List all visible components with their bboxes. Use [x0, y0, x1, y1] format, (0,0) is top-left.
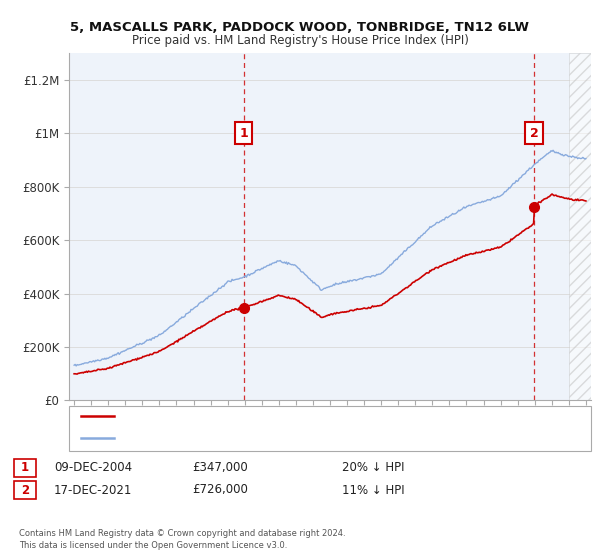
Text: 2: 2	[530, 127, 538, 140]
Text: Price paid vs. HM Land Registry's House Price Index (HPI): Price paid vs. HM Land Registry's House …	[131, 34, 469, 46]
Text: 2: 2	[21, 483, 29, 497]
Text: £726,000: £726,000	[192, 483, 248, 497]
Text: HPI: Average price, detached house, Tunbridge Wells: HPI: Average price, detached house, Tunb…	[120, 433, 395, 444]
Text: 17-DEC-2021: 17-DEC-2021	[54, 483, 133, 497]
Text: 1: 1	[21, 461, 29, 474]
Bar	[569, 53, 591, 400]
Text: 5, MASCALLS PARK, PADDOCK WOOD, TONBRIDGE, TN12 6LW: 5, MASCALLS PARK, PADDOCK WOOD, TONBRIDG…	[71, 21, 530, 34]
Text: 1: 1	[239, 127, 248, 140]
Text: 11% ↓ HPI: 11% ↓ HPI	[342, 483, 404, 497]
Text: £347,000: £347,000	[192, 461, 248, 474]
Text: Contains HM Land Registry data © Crown copyright and database right 2024.
This d: Contains HM Land Registry data © Crown c…	[19, 529, 346, 550]
Text: 09-DEC-2004: 09-DEC-2004	[54, 461, 132, 474]
Text: 20% ↓ HPI: 20% ↓ HPI	[342, 461, 404, 474]
Text: 5, MASCALLS PARK, PADDOCK WOOD, TONBRIDGE, TN12 6LW (detached house): 5, MASCALLS PARK, PADDOCK WOOD, TONBRIDG…	[120, 411, 536, 421]
